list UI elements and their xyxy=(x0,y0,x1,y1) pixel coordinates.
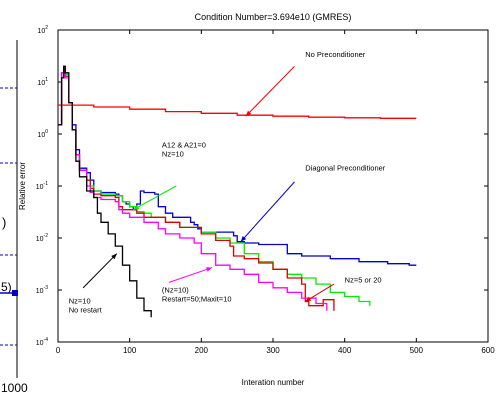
chart-title: Condition Number=3.694e10 (GMRES) xyxy=(195,12,352,22)
x-tick-label: 500 xyxy=(410,346,424,355)
series-line-no-preconditioner xyxy=(58,104,417,119)
x-tick-label: 0 xyxy=(56,346,61,355)
annotation-no-preconditioner-arrowhead xyxy=(245,110,252,117)
y-tick-label: 101 xyxy=(37,77,48,87)
annotation-nz-10-restart-50-maxit-10-arrowhead xyxy=(206,267,213,272)
annotation-nz-10-no-restart-arrowhead xyxy=(111,253,117,260)
y-tick-label: 10-2 xyxy=(36,233,48,243)
annotation-a12-a21-0-nz-10-label: A12 & A21=0 xyxy=(162,141,206,150)
annotation-a12-a21-0-nz-10-label: Nz=10 xyxy=(162,150,184,159)
annotation-nz-10-restart-50-maxit-10-label: Restart=50;Maxit=10 xyxy=(162,294,232,303)
annotation-nz-10-restart-50-maxit-10-arrow xyxy=(168,267,213,283)
left-figure-fragment: ) 5) 1000 xyxy=(0,40,28,395)
annotation-nz-10-no-restart-arrow xyxy=(82,253,118,289)
series-line-diagonal-preconditioner xyxy=(58,68,417,266)
annotations: No Preconditioner Diagonal Preconditioner… xyxy=(69,50,386,314)
annotation-diagonal-preconditioner-label: Diagonal Preconditioner xyxy=(305,163,386,172)
annotation-no-preconditioner-label: No Preconditioner xyxy=(305,50,366,59)
annotation-nz-5-or-20-arrowhead xyxy=(305,296,312,302)
x-tick-label: 200 xyxy=(195,346,209,355)
y-tick-label: 100 xyxy=(37,129,48,139)
x-tick-label: 100 xyxy=(123,346,137,355)
series-line-nz-10-no-restart xyxy=(58,65,152,318)
y-tick-label: 102 xyxy=(37,25,48,35)
annotation-a12-a21-0-nz-10-arrowhead xyxy=(133,204,140,210)
left-fragment-marker xyxy=(12,290,18,296)
y-axis: 10-4 10-3 10-2 10-1 100 101 102 xyxy=(36,25,488,347)
annotation-nz-5-or-20-arrow xyxy=(304,283,335,302)
left-fragment-number: 5) xyxy=(1,280,12,294)
x-axis: 0 100 200 300 400 500 600 xyxy=(56,30,495,355)
x-tick-label: 300 xyxy=(266,346,280,355)
plot-area xyxy=(57,29,489,343)
y-axis-label: Relative error xyxy=(18,162,27,210)
annotation-nz-10-no-restart-label: Nz=10 xyxy=(69,297,91,306)
annotation-nz-10-no-restart-label: No restart xyxy=(69,306,103,315)
left-fragment-paren: ) xyxy=(2,215,6,230)
annotation-diagonal-preconditioner-arrowhead xyxy=(240,235,247,242)
y-tick-label: 10-1 xyxy=(36,181,48,191)
x-tick-label: 400 xyxy=(338,346,352,355)
annotation-nz-5-or-20-label: Nz=5 or 20 xyxy=(345,275,382,284)
annotation-nz-10-restart-50-maxit-10-label: (Nz=10) xyxy=(162,285,189,294)
left-fragment-tick: 1000 xyxy=(1,381,28,395)
series-group xyxy=(58,65,417,318)
y-tick-label: 10-4 xyxy=(36,337,48,347)
annotation-no-preconditioner-arrow xyxy=(245,65,295,117)
x-axis-label: Interation number xyxy=(242,378,305,387)
annotation-a12-a21-0-nz-10-arrow xyxy=(133,185,177,211)
annotation-diagonal-preconditioner-arrow xyxy=(240,181,295,243)
y-tick-label: 10-3 xyxy=(36,285,48,295)
x-tick-label: 600 xyxy=(481,346,495,355)
